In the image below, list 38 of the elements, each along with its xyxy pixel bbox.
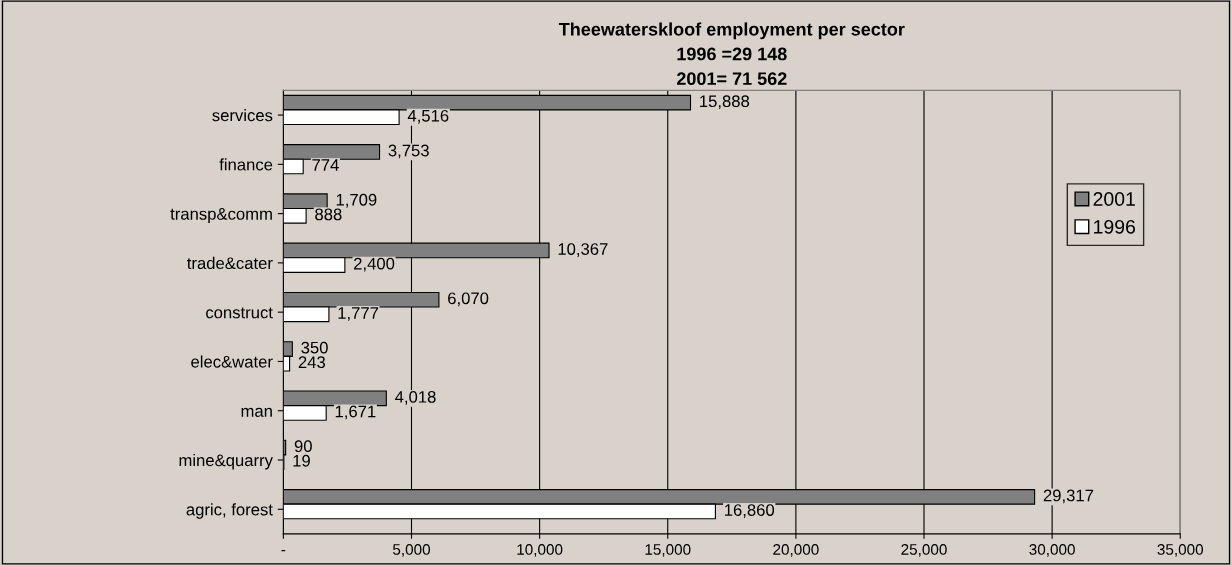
data-label: 2,400 (354, 257, 395, 272)
data-label: 15,888 (700, 95, 750, 110)
data-label: 774 (312, 159, 339, 171)
data-label: 3,753 (388, 144, 429, 159)
x-tick-label: 5,000 (392, 544, 431, 557)
x-tick-label: 10,000 (517, 544, 563, 557)
x-tick-label: 35,000 (1157, 544, 1204, 557)
y-tick-label: transp&comm (170, 208, 272, 224)
data-label: 10,367 (558, 243, 608, 257)
chart-title: Theewaterskloof employment per sector 1996 =29 148 2001= 71 562 (558, 22, 905, 86)
legend-label: 2001 (1093, 192, 1135, 206)
y-tick-label: services (212, 109, 273, 122)
data-label: 90 (294, 440, 312, 453)
x-tick-label: 25,000 (901, 544, 947, 557)
data-label: 1,777 (338, 307, 379, 321)
x-tick-label: 15,000 (645, 544, 691, 557)
legend-label: 1996 (1094, 219, 1135, 234)
y-tick-label: elec&water (191, 355, 273, 368)
y-tick-label: man (241, 407, 272, 417)
data-label: 6,070 (448, 292, 489, 307)
y-tick-label: mine&quarry (179, 453, 273, 470)
y-tick-label: trade&cater (187, 256, 273, 270)
data-label: 350 (301, 341, 328, 354)
y-tick-label: construct (206, 307, 273, 319)
y-tick-label: finance (219, 158, 273, 171)
data-label: 16,860 (725, 504, 775, 518)
data-label: 4,516 (407, 109, 449, 124)
data-label: 29,317 (1043, 489, 1094, 504)
y-tick-label: agric, forest (186, 503, 273, 519)
data-label: 1,709 (336, 193, 377, 208)
x-tick-label: - (281, 550, 286, 552)
data-label: 19 (293, 454, 310, 467)
data-label: 243 (298, 356, 325, 369)
data-label: 4,018 (395, 390, 436, 405)
data-label: 888 (315, 208, 342, 221)
data-label: 1,671 (335, 405, 376, 420)
x-tick-label: 30,000 (1029, 544, 1075, 557)
x-tick-label: 20,000 (773, 544, 819, 557)
